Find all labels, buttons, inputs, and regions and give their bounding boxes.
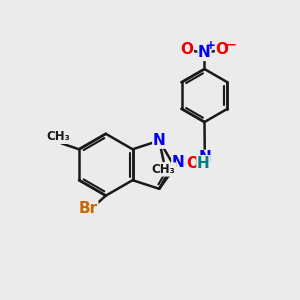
Text: O: O xyxy=(180,42,193,57)
Text: O: O xyxy=(216,42,229,57)
Text: O: O xyxy=(186,156,199,171)
Text: H: H xyxy=(197,156,210,171)
Text: CH₃: CH₃ xyxy=(152,163,176,176)
Text: N: N xyxy=(153,133,166,148)
Text: −: − xyxy=(225,38,236,51)
Text: N: N xyxy=(198,45,211,60)
Text: CH₃: CH₃ xyxy=(46,130,70,143)
Text: Br: Br xyxy=(79,201,98,216)
Text: +: + xyxy=(206,39,216,52)
Text: N: N xyxy=(199,150,211,165)
Text: N: N xyxy=(172,155,185,170)
